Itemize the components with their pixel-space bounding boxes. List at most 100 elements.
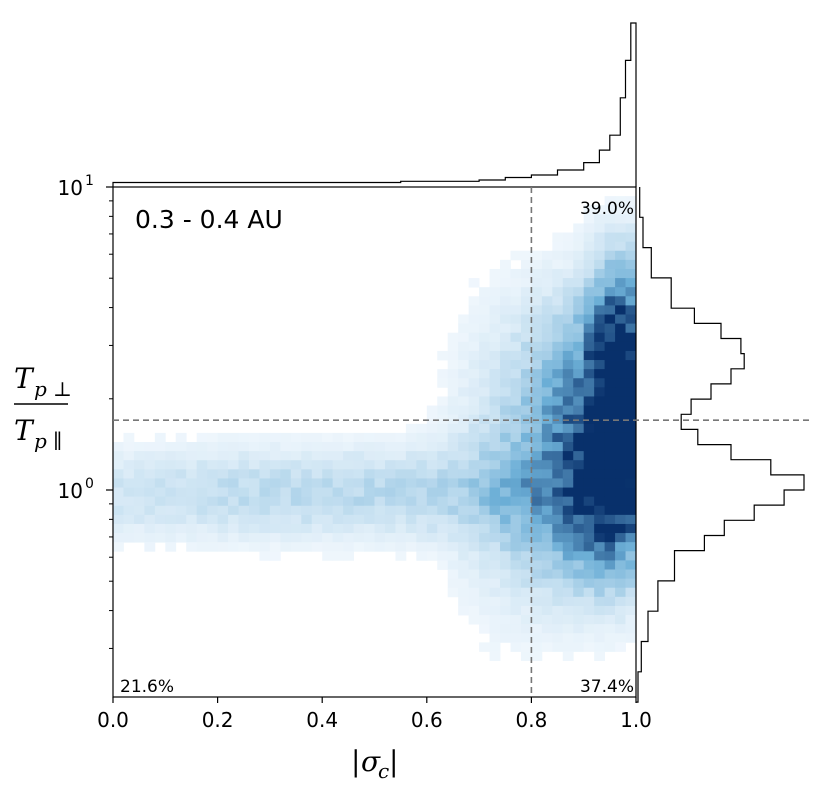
heatmap-cell <box>520 587 532 598</box>
heatmap-cell <box>615 523 626 534</box>
heatmap-cell <box>541 423 553 434</box>
heatmap-cell <box>479 314 490 325</box>
heatmap-cell <box>217 533 229 543</box>
heatmap-cell <box>228 460 239 470</box>
heatmap-cell <box>364 460 375 470</box>
heatmap-cell <box>374 487 386 498</box>
heatmap-cell <box>615 378 626 388</box>
heatmap-cell <box>531 250 543 261</box>
heatmap-cell <box>175 432 187 443</box>
heatmap-cell <box>364 432 375 443</box>
heatmap-cell <box>207 478 218 488</box>
heatmap-cell <box>510 523 522 534</box>
heatmap-cell <box>510 378 522 388</box>
heatmap-cell <box>374 432 386 443</box>
heatmap-cell <box>196 496 208 507</box>
heatmap-cell <box>280 542 292 552</box>
heatmap-cell <box>573 605 585 616</box>
heatmap-cell <box>395 542 407 552</box>
heatmap-cell <box>500 551 511 561</box>
heatmap-cell <box>615 196 626 206</box>
heatmap-cell <box>615 496 626 507</box>
heatmap-cell <box>531 505 543 516</box>
heatmap-cell <box>479 396 490 406</box>
heatmap-cell <box>228 496 239 507</box>
heatmap-cell <box>573 423 585 434</box>
heatmap-cell <box>259 533 271 543</box>
heatmap-cell <box>259 505 271 516</box>
heatmap-cell <box>133 469 145 479</box>
heatmap-cell <box>217 542 229 552</box>
heatmap-cell <box>186 469 198 479</box>
heatmap-cell <box>500 578 511 589</box>
heatmap-cell <box>248 523 260 534</box>
heatmap-cell <box>437 496 449 507</box>
heatmap-cell <box>552 296 564 306</box>
heatmap-cell <box>552 360 564 370</box>
heatmap-cell <box>364 533 375 543</box>
heatmap-cell <box>123 505 135 516</box>
heatmap-cell <box>374 469 386 479</box>
heatmap-cell <box>405 451 417 461</box>
heatmap-cell <box>573 596 585 607</box>
heatmap-cell <box>426 442 438 452</box>
heatmap-cell <box>573 442 585 452</box>
heatmap-cell <box>468 523 480 534</box>
heatmap-cell <box>123 478 135 488</box>
heatmap-cell <box>594 596 606 607</box>
heatmap-cell <box>479 350 490 361</box>
heatmap-cell <box>604 205 616 215</box>
heatmap-cell <box>573 323 585 334</box>
heatmap-cell <box>405 432 417 443</box>
heatmap-cell <box>238 432 250 443</box>
heatmap-cell <box>500 268 511 279</box>
heatmap-cell <box>552 405 564 416</box>
heatmap-cell <box>468 460 480 470</box>
heatmap-cell <box>311 460 323 470</box>
heatmap-cell <box>625 396 637 406</box>
heatmap-cell <box>144 514 156 525</box>
heatmap-cell <box>520 551 532 561</box>
heatmap-cell <box>280 487 292 498</box>
heatmap-cell <box>489 642 501 652</box>
heatmap-cell <box>133 533 145 543</box>
heatmap-cell <box>290 478 302 488</box>
heatmap-cell <box>311 523 323 534</box>
heatmap-cell <box>290 487 302 498</box>
heatmap-cell <box>562 460 574 470</box>
heatmap-cell <box>489 560 501 570</box>
heatmap-cell <box>426 487 438 498</box>
heatmap-cell <box>196 451 208 461</box>
heatmap-cell <box>552 350 564 361</box>
heatmap-cell <box>604 305 616 315</box>
heatmap-cell <box>154 505 166 516</box>
heatmap-cell <box>583 241 595 252</box>
heatmap-cell <box>541 296 553 306</box>
heatmap-cell <box>604 323 616 334</box>
heatmap-cell <box>217 487 229 498</box>
heatmap-cell <box>290 432 302 443</box>
heatmap-cell <box>562 469 574 479</box>
heatmap-cell <box>552 514 564 525</box>
heatmap-cell <box>625 469 637 479</box>
heatmap-cell <box>196 460 208 470</box>
heatmap-cell <box>604 469 616 479</box>
heatmap-cell <box>468 596 480 607</box>
heatmap-cell <box>269 505 281 516</box>
heatmap-cell <box>510 596 522 607</box>
heatmap-cell <box>123 514 135 525</box>
heatmap-cell <box>541 642 553 652</box>
heatmap-cell <box>343 478 354 488</box>
heatmap-cell <box>374 442 386 452</box>
heatmap-cell <box>500 405 511 416</box>
heatmap-cell <box>238 487 250 498</box>
heatmap-cell <box>489 442 501 452</box>
heatmap-cell <box>468 341 480 352</box>
heatmap-cell <box>447 533 459 543</box>
heatmap-cell <box>552 624 564 634</box>
heatmap-cell <box>625 596 637 607</box>
heatmap-cell <box>322 460 334 470</box>
heatmap-cell <box>510 323 522 334</box>
heatmap-cell <box>615 578 626 589</box>
heatmap-cell <box>510 487 522 498</box>
